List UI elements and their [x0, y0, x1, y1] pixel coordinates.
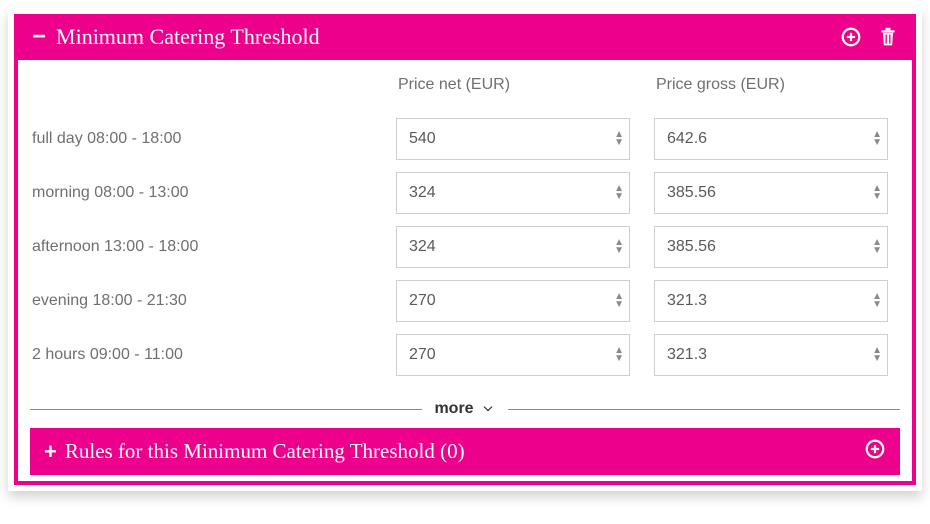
step-down-icon[interactable]: ▼: [872, 301, 882, 309]
add-rule-icon[interactable]: [864, 438, 886, 465]
panel-header[interactable]: − Minimum Catering Threshold: [18, 18, 912, 60]
step-down-icon[interactable]: ▼: [614, 139, 624, 147]
step-down-icon[interactable]: ▼: [614, 193, 624, 201]
chevron-down-icon: [480, 402, 496, 416]
panel-body: Price net (EUR) Price gross (EUR) full d…: [18, 60, 912, 475]
price-input-wrap: ▲▼: [396, 280, 630, 322]
price-grid: Price net (EUR) Price gross (EUR) full d…: [24, 74, 906, 382]
price-input-wrap: ▲▼: [396, 334, 630, 376]
price-gross-input[interactable]: [654, 226, 888, 268]
divider-line: [508, 409, 900, 410]
collapse-icon[interactable]: −: [32, 25, 46, 49]
more-label-text: more: [434, 400, 473, 418]
panel-title: Minimum Catering Threshold: [56, 24, 824, 50]
rules-header[interactable]: + Rules for this Minimum Catering Thresh…: [30, 428, 900, 475]
expand-icon[interactable]: +: [44, 441, 57, 463]
price-net-input[interactable]: [396, 334, 630, 376]
threshold-panel: − Minimum Catering Threshold: [14, 14, 916, 485]
add-icon[interactable]: [840, 26, 862, 48]
price-net-input[interactable]: [396, 280, 630, 322]
step-down-icon[interactable]: ▼: [614, 247, 624, 255]
delete-icon[interactable]: [878, 26, 898, 48]
price-gross-input[interactable]: [654, 118, 888, 160]
price-input-wrap: ▲▼: [396, 226, 630, 268]
time-slot-label: evening 18:00 - 21:30: [28, 276, 372, 326]
number-stepper[interactable]: ▲▼: [872, 293, 882, 309]
price-input-wrap: ▲▼: [654, 280, 888, 322]
more-divider: more: [30, 400, 900, 418]
number-stepper[interactable]: ▲▼: [614, 185, 624, 201]
number-stepper[interactable]: ▲▼: [614, 293, 624, 309]
rules-title: Rules for this Minimum Catering Threshol…: [65, 439, 864, 464]
step-down-icon[interactable]: ▼: [614, 355, 624, 363]
time-slot-label: 2 hours 09:00 - 11:00: [28, 330, 372, 380]
number-stepper[interactable]: ▲▼: [872, 131, 882, 147]
price-gross-input[interactable]: [654, 334, 888, 376]
price-input-wrap: ▲▼: [654, 334, 888, 376]
time-slot-label: full day 08:00 - 18:00: [28, 114, 372, 164]
price-input-wrap: ▲▼: [396, 172, 630, 214]
step-down-icon[interactable]: ▼: [872, 139, 882, 147]
price-input-wrap: ▲▼: [654, 118, 888, 160]
price-input-wrap: ▲▼: [654, 226, 888, 268]
column-header-gross: Price gross (EUR): [654, 74, 888, 112]
column-header-net: Price net (EUR): [396, 74, 630, 112]
divider-line: [30, 409, 422, 410]
number-stepper[interactable]: ▲▼: [614, 347, 624, 363]
price-net-input[interactable]: [396, 172, 630, 214]
price-gross-input[interactable]: [654, 172, 888, 214]
number-stepper[interactable]: ▲▼: [872, 185, 882, 201]
time-slot-label: afternoon 13:00 - 18:00: [28, 222, 372, 272]
price-input-wrap: ▲▼: [654, 172, 888, 214]
step-down-icon[interactable]: ▼: [614, 301, 624, 309]
step-down-icon[interactable]: ▼: [872, 355, 882, 363]
card-wrapper: − Minimum Catering Threshold: [8, 8, 922, 491]
step-down-icon[interactable]: ▼: [872, 247, 882, 255]
price-gross-input[interactable]: [654, 280, 888, 322]
price-net-input[interactable]: [396, 118, 630, 160]
step-down-icon[interactable]: ▼: [872, 193, 882, 201]
price-input-wrap: ▲▼: [396, 118, 630, 160]
number-stepper[interactable]: ▲▼: [614, 131, 624, 147]
price-net-input[interactable]: [396, 226, 630, 268]
number-stepper[interactable]: ▲▼: [872, 239, 882, 255]
number-stepper[interactable]: ▲▼: [872, 347, 882, 363]
more-button[interactable]: more: [422, 400, 507, 418]
number-stepper[interactable]: ▲▼: [614, 239, 624, 255]
time-slot-label: morning 08:00 - 13:00: [28, 168, 372, 218]
